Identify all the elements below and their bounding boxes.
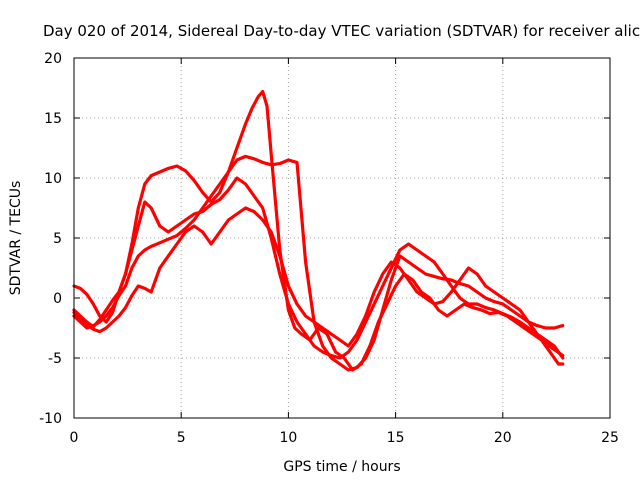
series-line-2 bbox=[72, 154, 565, 372]
plot-area bbox=[72, 89, 565, 372]
series-line-1 bbox=[72, 89, 565, 372]
series-markers-2 bbox=[73, 155, 564, 372]
series-markers-1 bbox=[73, 89, 563, 372]
y-tick-label: 15 bbox=[44, 111, 62, 127]
x-tick-label: 25 bbox=[601, 430, 619, 446]
series-line-4 bbox=[72, 176, 565, 360]
plot-frame bbox=[73, 57, 611, 419]
x-tick-label: 0 bbox=[70, 430, 79, 446]
series-markers-3 bbox=[73, 206, 564, 357]
x-tick-label: 20 bbox=[494, 430, 512, 446]
x-axis-label: GPS time / hours bbox=[283, 459, 400, 475]
y-tick-label: 10 bbox=[44, 171, 62, 187]
y-tick-label: 5 bbox=[53, 231, 62, 247]
chart-title: Day 020 of 2014, Sidereal Day-to-day VTE… bbox=[43, 22, 640, 40]
x-tick-label: 10 bbox=[279, 430, 297, 446]
x-tick-label: 15 bbox=[387, 430, 405, 446]
y-axis-label: SDTVAR / TECUs bbox=[8, 181, 24, 296]
y-tick-label: -5 bbox=[48, 351, 62, 367]
axis-ticks: 0 5 10 15 20 25 -10 -5 0 5 10 15 20 bbox=[39, 51, 619, 446]
y-tick-label: 0 bbox=[53, 291, 62, 307]
y-tick-label: -10 bbox=[39, 411, 62, 427]
x-tick-label: 5 bbox=[177, 430, 186, 446]
y-tick-label: 20 bbox=[44, 51, 62, 67]
